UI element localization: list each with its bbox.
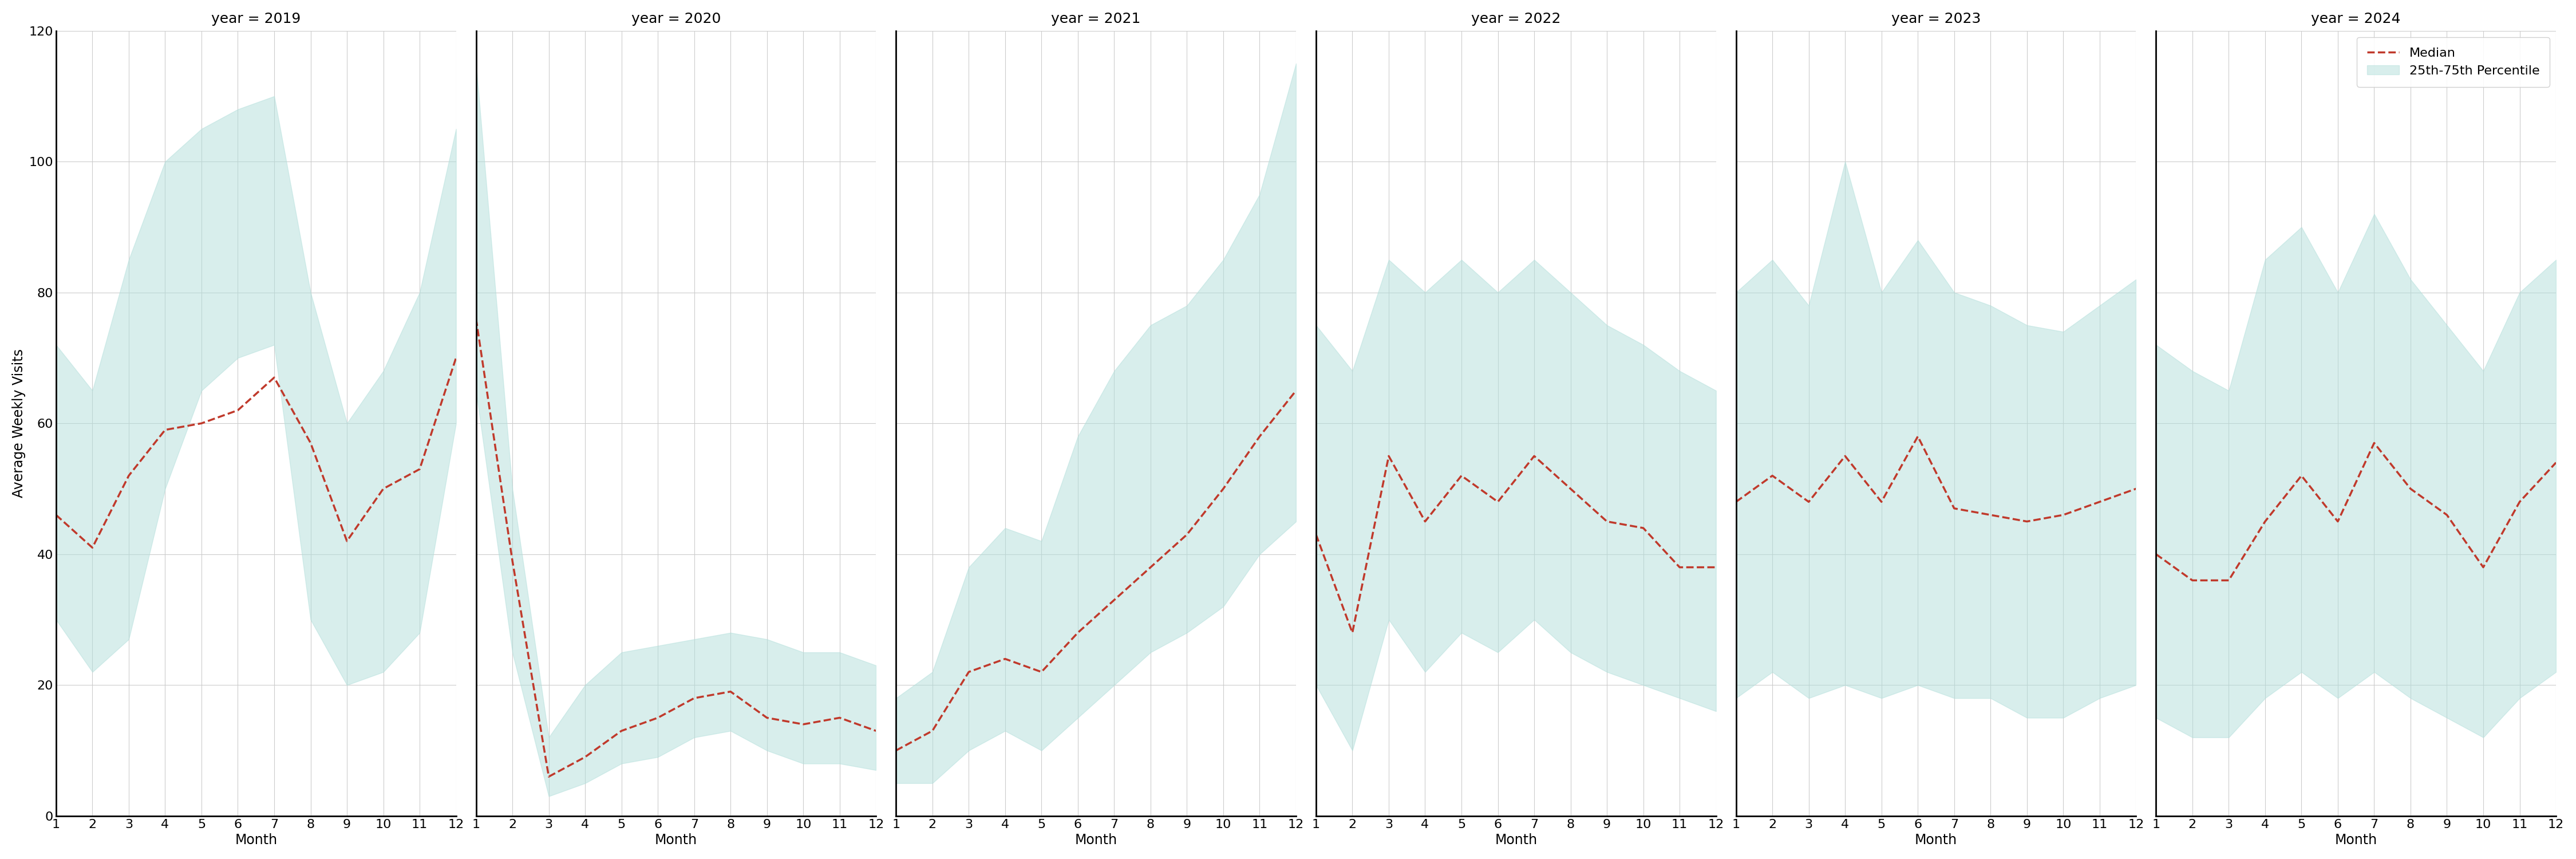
Median bbox=[1061, 628, 1092, 638]
Median bbox=[113, 471, 144, 481]
Median bbox=[2324, 516, 2354, 527]
Median bbox=[332, 536, 363, 546]
Median bbox=[1793, 497, 1824, 507]
Title: year = 2023: year = 2023 bbox=[1891, 12, 1981, 26]
Median bbox=[860, 726, 891, 736]
Median bbox=[2360, 438, 2391, 448]
Median bbox=[296, 438, 327, 448]
Median bbox=[461, 314, 492, 324]
Median bbox=[1025, 667, 1056, 677]
Median bbox=[149, 424, 180, 435]
Median bbox=[677, 693, 708, 704]
Median bbox=[824, 713, 855, 723]
Median bbox=[605, 726, 636, 736]
Median bbox=[1592, 516, 1623, 527]
Median bbox=[1100, 594, 1131, 605]
Median bbox=[1664, 562, 1695, 572]
Median bbox=[2249, 516, 2280, 527]
Legend: Median, 25th-75th Percentile: Median, 25th-75th Percentile bbox=[2357, 37, 2550, 87]
Median bbox=[533, 771, 564, 782]
Median bbox=[1301, 529, 1332, 539]
Median bbox=[1556, 484, 1587, 494]
Median bbox=[2177, 576, 2208, 586]
Median bbox=[1409, 516, 1440, 527]
Median bbox=[368, 484, 399, 494]
Median bbox=[1373, 451, 1404, 461]
Line: Median: Median bbox=[57, 358, 456, 548]
Median bbox=[2432, 509, 2463, 520]
Y-axis label: Average Weekly Visits: Average Weekly Visits bbox=[13, 349, 26, 497]
Line: Median: Median bbox=[896, 391, 1296, 751]
Title: year = 2020: year = 2020 bbox=[631, 12, 721, 26]
Median bbox=[497, 556, 528, 566]
Median bbox=[917, 726, 948, 736]
Median bbox=[2141, 549, 2172, 559]
Median bbox=[1700, 562, 1731, 572]
Median bbox=[258, 373, 289, 383]
X-axis label: Month: Month bbox=[2334, 833, 2378, 847]
X-axis label: Month: Month bbox=[234, 833, 278, 847]
Line: Median: Median bbox=[2156, 443, 2555, 581]
Median bbox=[185, 418, 216, 429]
Median bbox=[1136, 562, 1167, 572]
Median bbox=[1976, 509, 2007, 520]
Title: year = 2024: year = 2024 bbox=[2311, 12, 2401, 26]
Median bbox=[2285, 471, 2316, 481]
Median bbox=[2012, 516, 2043, 527]
Median bbox=[440, 353, 471, 363]
Median bbox=[1901, 431, 1932, 442]
Median bbox=[1172, 529, 1203, 539]
Title: year = 2022: year = 2022 bbox=[1471, 12, 1561, 26]
Median bbox=[989, 654, 1020, 664]
Median bbox=[1628, 523, 1659, 533]
Line: Median: Median bbox=[477, 319, 876, 777]
X-axis label: Month: Month bbox=[654, 833, 698, 847]
Median bbox=[1481, 497, 1512, 507]
Median bbox=[222, 405, 252, 416]
Median bbox=[1520, 451, 1551, 461]
Median bbox=[2468, 562, 2499, 572]
Median bbox=[788, 719, 819, 729]
Median bbox=[569, 752, 600, 762]
Median bbox=[77, 543, 108, 553]
Title: year = 2019: year = 2019 bbox=[211, 12, 301, 26]
Median bbox=[953, 667, 984, 677]
Median bbox=[1445, 471, 1476, 481]
Median bbox=[1829, 451, 1860, 461]
Median bbox=[2213, 576, 2244, 586]
Median bbox=[41, 509, 72, 520]
Median bbox=[2048, 509, 2079, 520]
Median bbox=[404, 464, 435, 474]
Median bbox=[1337, 628, 1368, 638]
Median bbox=[716, 686, 747, 697]
Median bbox=[752, 713, 783, 723]
X-axis label: Month: Month bbox=[1494, 833, 1538, 847]
Median bbox=[2396, 484, 2427, 494]
Median bbox=[641, 713, 672, 723]
Median bbox=[2120, 484, 2151, 494]
Line: Median: Median bbox=[1736, 436, 2136, 521]
Median bbox=[1940, 503, 1971, 514]
X-axis label: Month: Month bbox=[1074, 833, 1118, 847]
Median bbox=[2504, 497, 2535, 507]
Median bbox=[1865, 497, 1896, 507]
Median bbox=[1757, 471, 1788, 481]
Title: year = 2021: year = 2021 bbox=[1051, 12, 1141, 26]
Median bbox=[1280, 386, 1311, 396]
Median bbox=[1721, 497, 1752, 507]
Line: Median: Median bbox=[1316, 456, 1716, 633]
X-axis label: Month: Month bbox=[1914, 833, 1958, 847]
Median bbox=[1244, 431, 1275, 442]
Median bbox=[2540, 458, 2571, 468]
Median bbox=[881, 746, 912, 756]
Median bbox=[2084, 497, 2115, 507]
Median bbox=[1208, 484, 1239, 494]
